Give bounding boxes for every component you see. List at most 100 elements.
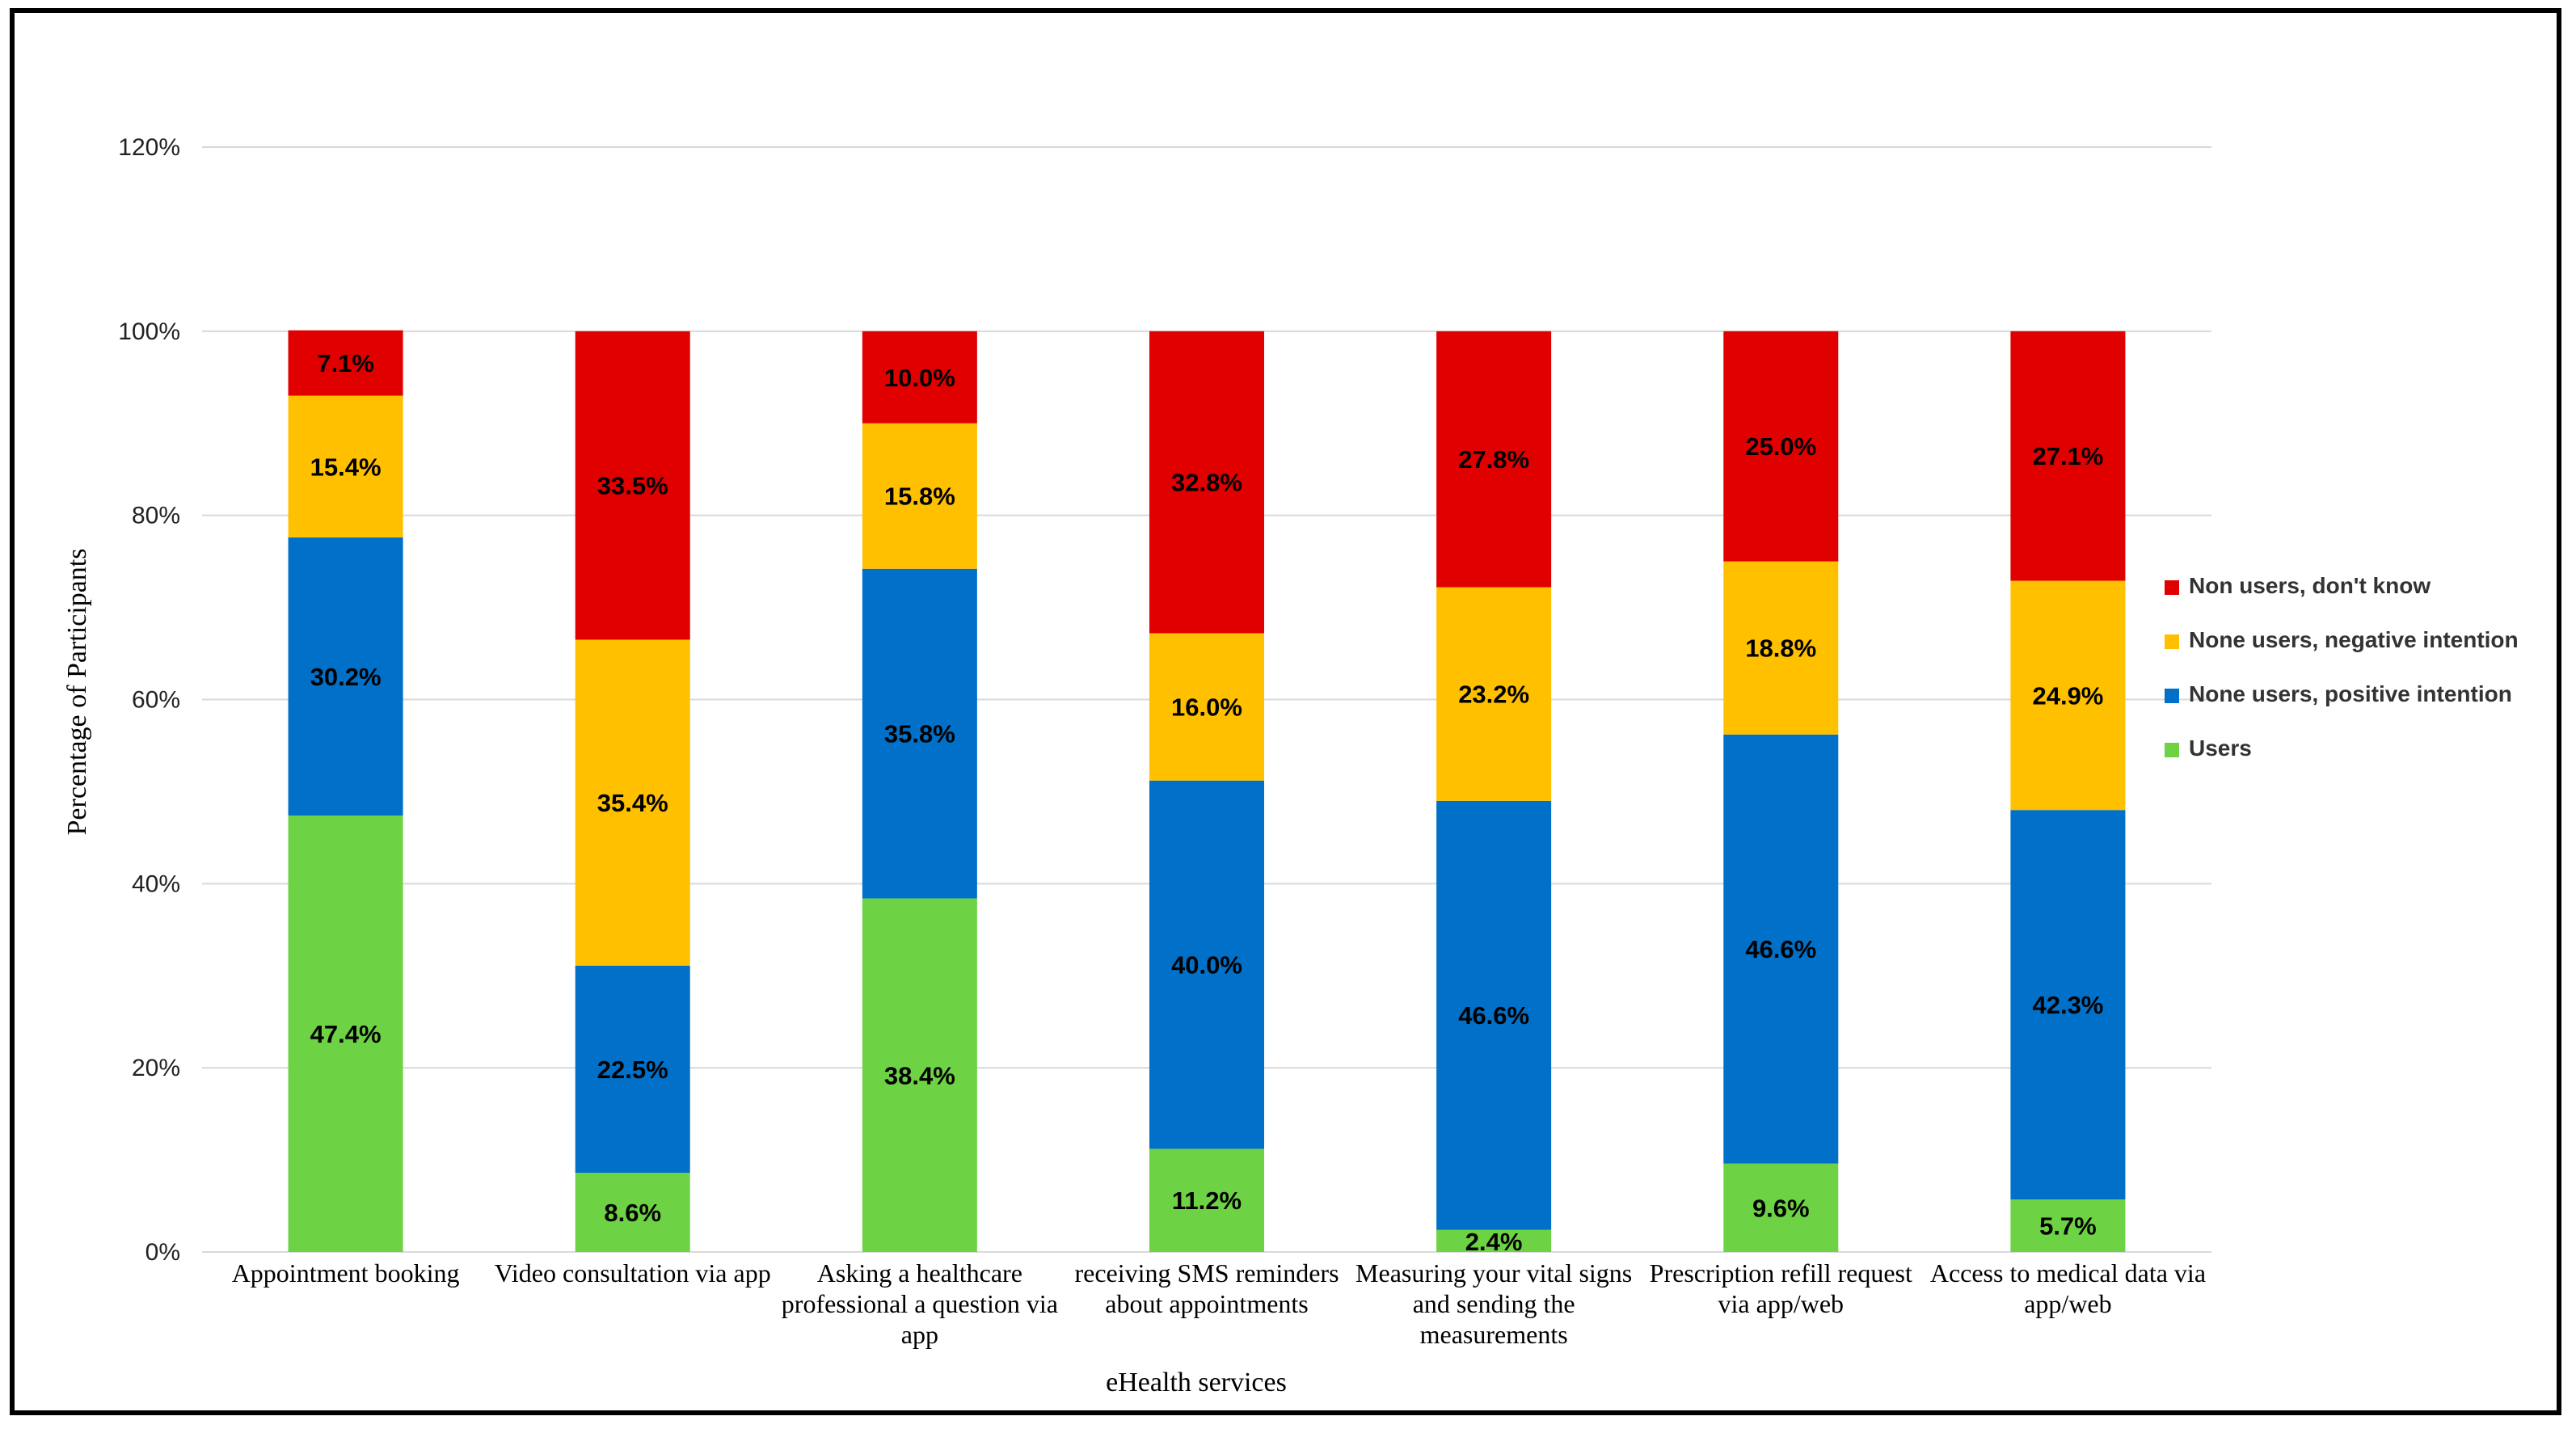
- x-category-label-line: Appointment booking: [232, 1258, 460, 1288]
- bar-segment: [862, 898, 977, 1252]
- bar-segment: [575, 331, 690, 640]
- bar-segment: [288, 816, 403, 1252]
- x-axis-title: eHealth services: [1106, 1368, 1287, 1397]
- legend-label: None users, negative intention: [2189, 627, 2519, 652]
- x-category-label-line: professional a question via: [782, 1289, 1058, 1318]
- data-label: 33.5%: [597, 472, 668, 500]
- stacked-bar-chart: 0% 20% 40% 60% 80% 100% 120% 47.4% 30.2% 15.4% 7.…: [62, 134, 2519, 1397]
- bar-segment: [575, 1173, 690, 1252]
- bar-segment: [1436, 1229, 1552, 1252]
- data-label: 46.6%: [1458, 1001, 1529, 1030]
- bar-segment: [1723, 331, 1839, 562]
- x-category-label-line: measurements: [1420, 1320, 1568, 1349]
- x-category-label: Prescription refill request via app/web: [1650, 1258, 1912, 1318]
- data-label: 32.8%: [1171, 469, 1242, 497]
- y-tick-label: 20%: [132, 1055, 180, 1081]
- bar-segment: [1149, 1149, 1264, 1252]
- bar-segment: [862, 331, 977, 424]
- y-tick-label: 0%: [145, 1239, 180, 1266]
- chart-frame: 0% 20% 40% 60% 80% 100% 120% 47.4% 30.2% 15.4% 7.…: [10, 8, 2561, 1415]
- bar-segment: [2010, 1199, 2126, 1252]
- bar-segment: [1436, 587, 1552, 801]
- bar-segment: [1149, 780, 1264, 1149]
- legend-swatch: [2165, 689, 2179, 703]
- data-label: 35.8%: [884, 720, 955, 748]
- bars: 47.4% 30.2% 15.4% 7.1% 8.6% 22.5% 35.4% 33.5% 38…: [288, 330, 2126, 1256]
- legend-label: Non users, don't know: [2189, 573, 2431, 598]
- x-category-label-line: app: [901, 1320, 938, 1349]
- bar-segment: [1723, 561, 1839, 735]
- data-label: 25.0%: [1745, 432, 1816, 461]
- bar-segment: [1436, 800, 1552, 1230]
- y-tick-label: 60%: [132, 687, 180, 714]
- bar-segment: [575, 639, 690, 966]
- x-category-label-line: about appointments: [1105, 1289, 1309, 1318]
- x-category-label-line: Access to medical data via: [1930, 1258, 2206, 1288]
- x-category-label-line: Measuring your vital signs: [1355, 1258, 1632, 1288]
- bar-segment: [1436, 331, 1552, 588]
- data-label: 23.2%: [1458, 681, 1529, 709]
- data-label: 47.4%: [310, 1020, 382, 1048]
- y-axis-title: Percentage of Participants: [62, 549, 92, 836]
- data-label: 46.6%: [1745, 935, 1816, 963]
- data-label: 11.2%: [1172, 1186, 1242, 1215]
- x-axis-categories: Appointment booking Video consultation vi…: [232, 1258, 2206, 1349]
- data-label: 30.2%: [310, 663, 382, 691]
- legend-label: Users: [2189, 735, 2252, 761]
- data-label: 24.9%: [2032, 681, 2103, 710]
- x-category-label: Video consultation via app: [495, 1258, 771, 1288]
- legend-label: None users, positive intention: [2189, 681, 2512, 706]
- legend-swatch: [2165, 743, 2179, 757]
- y-axis-ticks: 0% 20% 40% 60% 80% 100% 120%: [118, 134, 180, 1266]
- x-category-label-line: Video consultation via app: [495, 1258, 771, 1288]
- data-label: 16.0%: [1171, 693, 1242, 722]
- data-label: 15.8%: [884, 483, 955, 511]
- data-label: 10.0%: [884, 364, 955, 392]
- y-tick-label: 100%: [118, 318, 180, 345]
- data-label: 9.6%: [1752, 1194, 1810, 1222]
- bar-segment: [2010, 810, 2126, 1200]
- data-label: 22.5%: [597, 1056, 668, 1084]
- bar-segment: [575, 965, 690, 1174]
- bar-segment: [862, 423, 977, 569]
- x-category-label: Access to medical data via app/web: [1930, 1258, 2206, 1318]
- data-label: 42.3%: [2032, 991, 2103, 1019]
- data-label: 38.4%: [884, 1061, 955, 1090]
- x-category-label-line: Asking a healthcare: [817, 1258, 1022, 1288]
- x-category-label: receiving SMS reminders about appointment…: [1074, 1258, 1339, 1318]
- x-category-label-line: and sending the: [1413, 1289, 1575, 1318]
- bar-segment: [2010, 580, 2126, 811]
- x-category-label: Measuring your vital signs and sending th…: [1355, 1258, 1632, 1349]
- legend: Non users, don't know None users, negativ…: [2165, 573, 2519, 761]
- x-category-label-line: via app/web: [1718, 1289, 1845, 1318]
- data-label: 5.7%: [2039, 1212, 2097, 1241]
- bar-segment: [862, 568, 977, 899]
- data-label: 27.1%: [2032, 442, 2103, 470]
- legend-swatch: [2165, 580, 2179, 595]
- bar-segment: [1723, 1163, 1839, 1252]
- legend-swatch: [2165, 634, 2179, 649]
- x-category-label: Asking a healthcare professional a questi…: [782, 1258, 1058, 1349]
- bar-segment: [1149, 633, 1264, 781]
- bar-segment: [2010, 331, 2126, 581]
- data-label: 40.0%: [1171, 951, 1242, 980]
- x-category-label-line: app/web: [2024, 1289, 2111, 1318]
- data-label: 2.4%: [1465, 1228, 1523, 1256]
- bar-segment: [288, 330, 403, 396]
- bar-segment: [1149, 331, 1264, 634]
- bar-segment: [1723, 734, 1839, 1164]
- x-category-label-line: receiving SMS reminders: [1074, 1258, 1339, 1288]
- y-tick-label: 120%: [118, 134, 180, 161]
- data-label: 18.8%: [1745, 634, 1816, 663]
- data-label: 15.4%: [310, 453, 382, 481]
- bar-segment: [288, 395, 403, 538]
- y-tick-label: 40%: [132, 870, 180, 897]
- data-label: 35.4%: [597, 789, 668, 817]
- x-category-label-line: Prescription refill request: [1650, 1258, 1912, 1288]
- data-label: 8.6%: [604, 1199, 661, 1227]
- data-label: 7.1%: [317, 349, 374, 377]
- x-category-label: Appointment booking: [232, 1258, 460, 1288]
- y-tick-label: 80%: [132, 503, 180, 529]
- bar-segment: [288, 537, 403, 816]
- data-label: 27.8%: [1458, 445, 1529, 474]
